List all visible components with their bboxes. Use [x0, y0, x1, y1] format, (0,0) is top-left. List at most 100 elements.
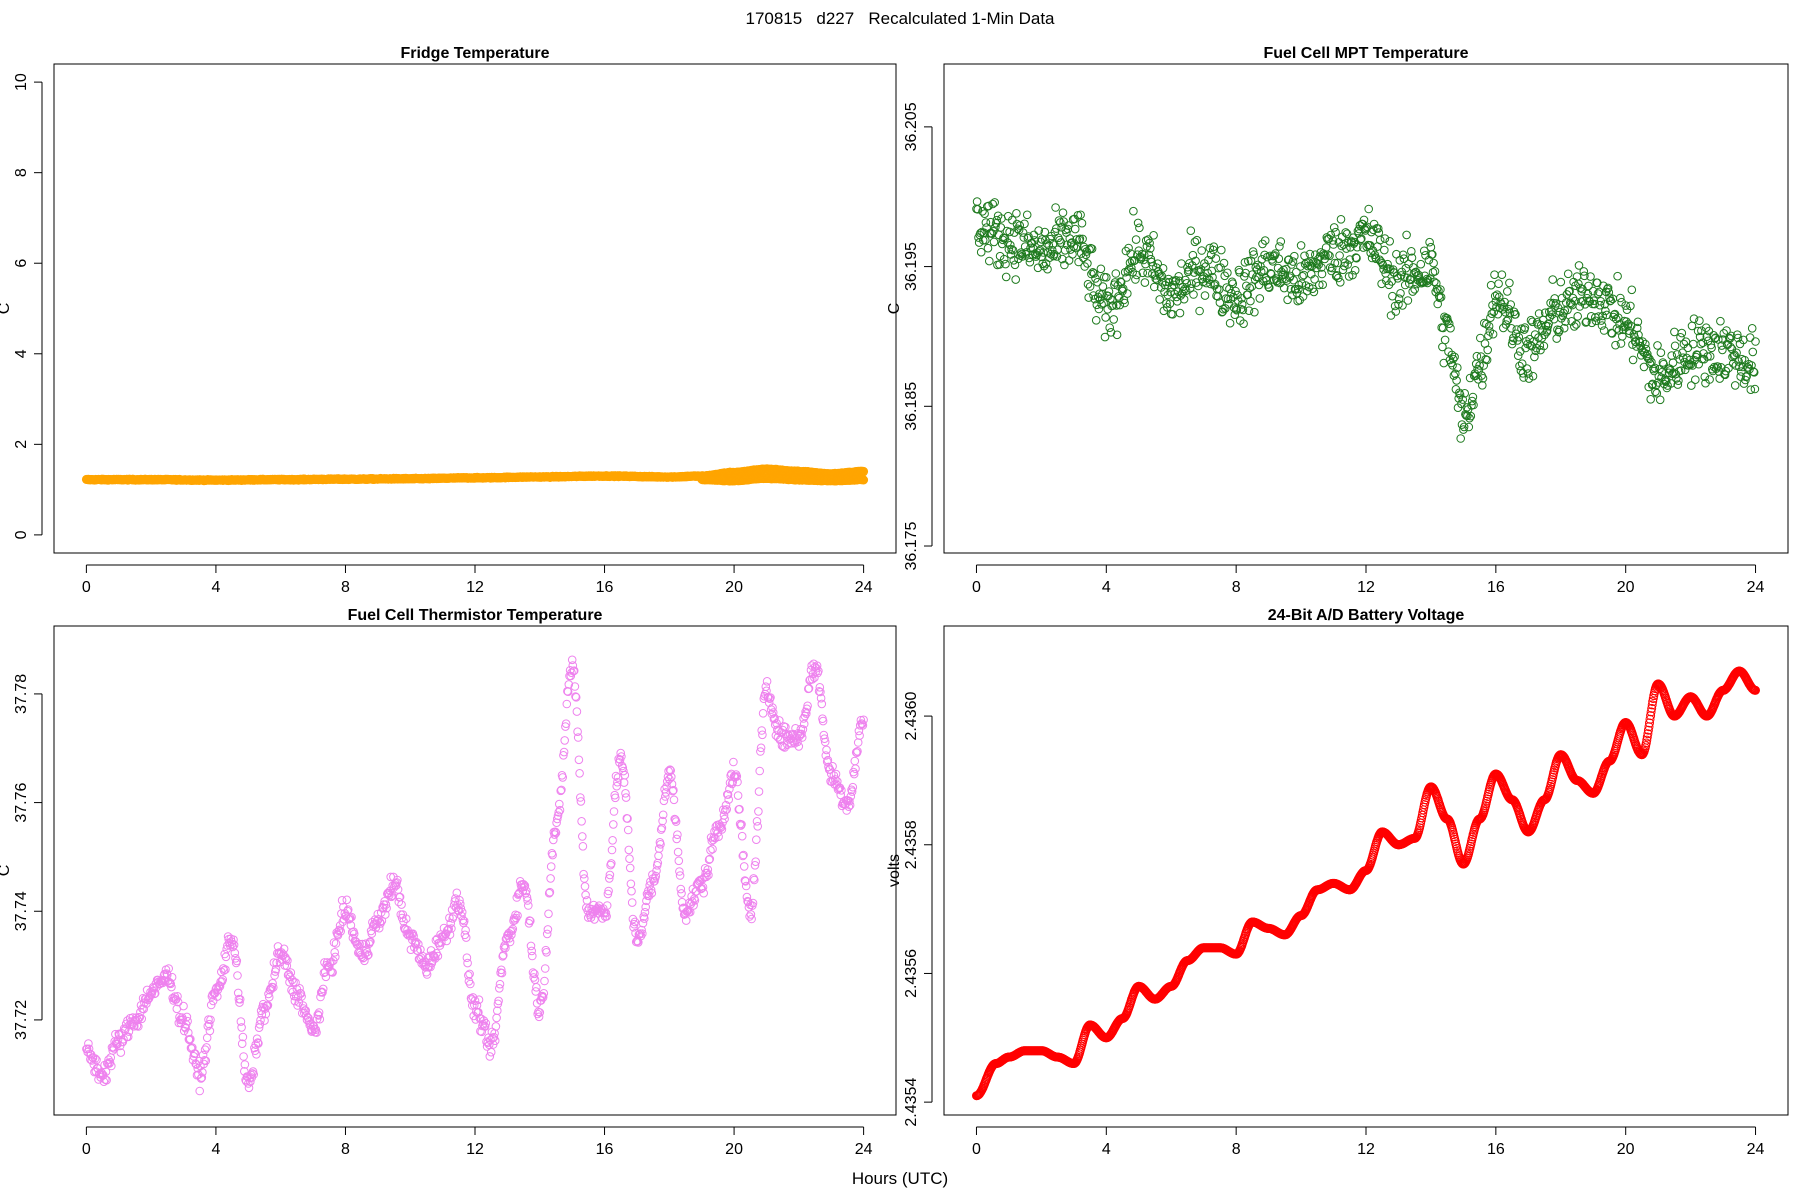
- data-point: [708, 844, 717, 854]
- data-point: [1318, 280, 1327, 290]
- y-tick-label: 36.195: [903, 242, 920, 291]
- data-point: [1611, 340, 1620, 350]
- data-point: [797, 729, 806, 739]
- data-point: [821, 751, 831, 760]
- data-point: [1046, 249, 1056, 259]
- data-point: [1094, 304, 1104, 314]
- data-point: [1582, 317, 1591, 327]
- data-point: [213, 992, 222, 1001]
- x-tick-label: 4: [211, 1141, 220, 1158]
- data-point: [1305, 249, 1315, 259]
- data-point: [602, 912, 611, 921]
- data-point: [1091, 316, 1101, 325]
- data-point: [999, 254, 1009, 264]
- data-point: [1006, 240, 1015, 250]
- data-point: [1407, 253, 1417, 263]
- data-point: [451, 894, 460, 903]
- data-point: [1478, 381, 1487, 390]
- data-point: [1070, 224, 1080, 234]
- data-point: [775, 716, 784, 725]
- data-point: [733, 791, 743, 800]
- data-point: [1705, 375, 1714, 384]
- data-point: [736, 821, 746, 830]
- data-point: [756, 743, 766, 753]
- data-point: [485, 1052, 495, 1061]
- data-point: [1430, 277, 1439, 287]
- data-point: [1627, 285, 1637, 295]
- data-point: [1325, 251, 1334, 261]
- data-point: [1651, 387, 1660, 397]
- data-point: [507, 930, 516, 940]
- data-point: [123, 1032, 133, 1042]
- data-point: [182, 1012, 192, 1022]
- data-point: [1150, 282, 1159, 292]
- data-point: [1638, 337, 1647, 346]
- data-point: [612, 781, 622, 791]
- data-point: [753, 822, 763, 831]
- data-point: [1380, 245, 1389, 255]
- data-point: [479, 1016, 489, 1025]
- data-point: [321, 972, 331, 982]
- data-point: [1574, 261, 1584, 270]
- data-point: [669, 795, 679, 805]
- data-point: [1244, 306, 1254, 316]
- data-point: [1007, 245, 1016, 254]
- data-point: [412, 937, 421, 947]
- data-point: [486, 1047, 496, 1057]
- data-point: [576, 793, 585, 802]
- data-point: [1726, 342, 1735, 352]
- data-point: [1197, 246, 1206, 255]
- data-point: [202, 1043, 211, 1052]
- data-point: [1342, 244, 1351, 253]
- data-point: [1419, 246, 1429, 256]
- data-point: [1275, 242, 1284, 251]
- data-point: [1288, 257, 1298, 266]
- data-point: [756, 747, 765, 756]
- data-point: [820, 734, 829, 744]
- data-point: [1621, 301, 1630, 310]
- data-point: [1436, 292, 1446, 302]
- data-point: [270, 971, 279, 980]
- data-point: [540, 964, 550, 973]
- data-point: [1505, 308, 1515, 318]
- data-point: [580, 882, 590, 891]
- data-point: [981, 218, 991, 227]
- data-point: [195, 1086, 204, 1096]
- data-point: [142, 999, 151, 1008]
- data-point: [1334, 273, 1343, 283]
- data-point: [1140, 278, 1150, 287]
- data-point: [401, 914, 411, 924]
- data-point: [381, 900, 391, 909]
- data-point: [1043, 264, 1052, 274]
- data-point: [568, 661, 578, 670]
- data-point: [206, 1015, 215, 1025]
- y-tick-label: 37.72: [13, 1000, 30, 1040]
- data-point: [1163, 290, 1173, 300]
- data-point: [745, 912, 754, 921]
- data-point: [393, 875, 402, 885]
- data-point: [1089, 269, 1099, 278]
- data-point: [342, 895, 352, 905]
- data-point: [636, 931, 646, 941]
- plot-frame: [53, 625, 897, 1116]
- data-point: [1472, 351, 1482, 361]
- data-point: [799, 714, 808, 723]
- data-point: [742, 892, 752, 902]
- data-point: [858, 721, 868, 730]
- data-point: [523, 896, 532, 905]
- data-point: [1331, 227, 1340, 237]
- data-point: [1225, 318, 1235, 328]
- data-point: [1371, 254, 1381, 264]
- data-point: [433, 951, 443, 961]
- data-point: [1106, 328, 1116, 337]
- data-point: [1255, 294, 1265, 303]
- data-point: [1054, 233, 1063, 243]
- data-point: [551, 828, 561, 838]
- data-point: [716, 823, 725, 833]
- data-point: [1394, 294, 1404, 304]
- data-point: [387, 892, 396, 902]
- data-point: [754, 787, 764, 796]
- data-point: [397, 900, 406, 909]
- data-point: [1668, 358, 1678, 368]
- data-point: [981, 235, 990, 245]
